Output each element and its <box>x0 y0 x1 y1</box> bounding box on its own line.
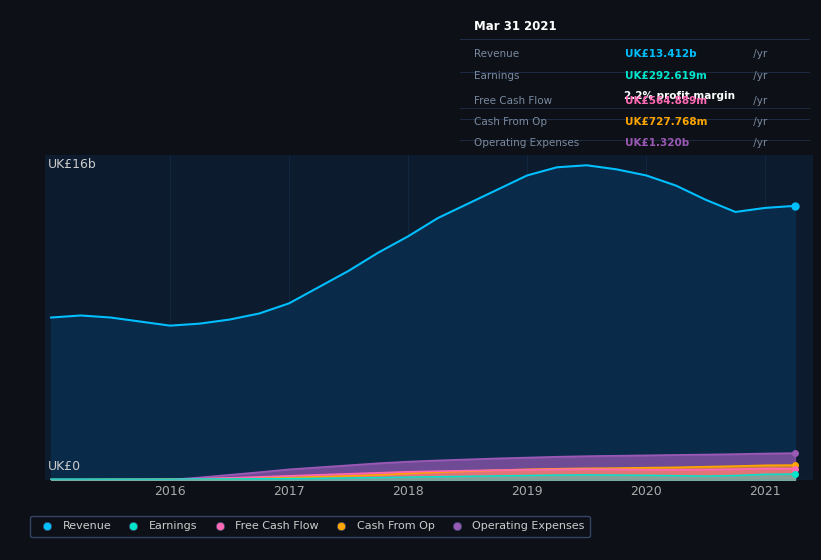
Text: UK£0: UK£0 <box>48 460 80 473</box>
Text: /yr: /yr <box>750 138 768 148</box>
Text: UK£16b: UK£16b <box>48 158 96 171</box>
Text: Earnings: Earnings <box>474 71 520 81</box>
Text: /yr: /yr <box>750 96 768 106</box>
Text: UK£292.619m: UK£292.619m <box>625 71 706 81</box>
Text: /yr: /yr <box>750 118 768 127</box>
Text: UK£1.320b: UK£1.320b <box>625 138 689 148</box>
Text: UK£727.768m: UK£727.768m <box>625 118 707 127</box>
Legend: Revenue, Earnings, Free Cash Flow, Cash From Op, Operating Expenses: Revenue, Earnings, Free Cash Flow, Cash … <box>30 516 590 537</box>
Text: /yr: /yr <box>750 49 768 59</box>
Text: UK£564.889m: UK£564.889m <box>625 96 707 106</box>
Text: /yr: /yr <box>750 71 768 81</box>
Text: Free Cash Flow: Free Cash Flow <box>474 96 553 106</box>
Text: Mar 31 2021: Mar 31 2021 <box>474 20 557 33</box>
Text: 2.2% profit margin: 2.2% profit margin <box>625 91 736 101</box>
Text: UK£13.412b: UK£13.412b <box>625 49 696 59</box>
Text: Cash From Op: Cash From Op <box>474 118 547 127</box>
Text: Operating Expenses: Operating Expenses <box>474 138 580 148</box>
Text: Revenue: Revenue <box>474 49 519 59</box>
